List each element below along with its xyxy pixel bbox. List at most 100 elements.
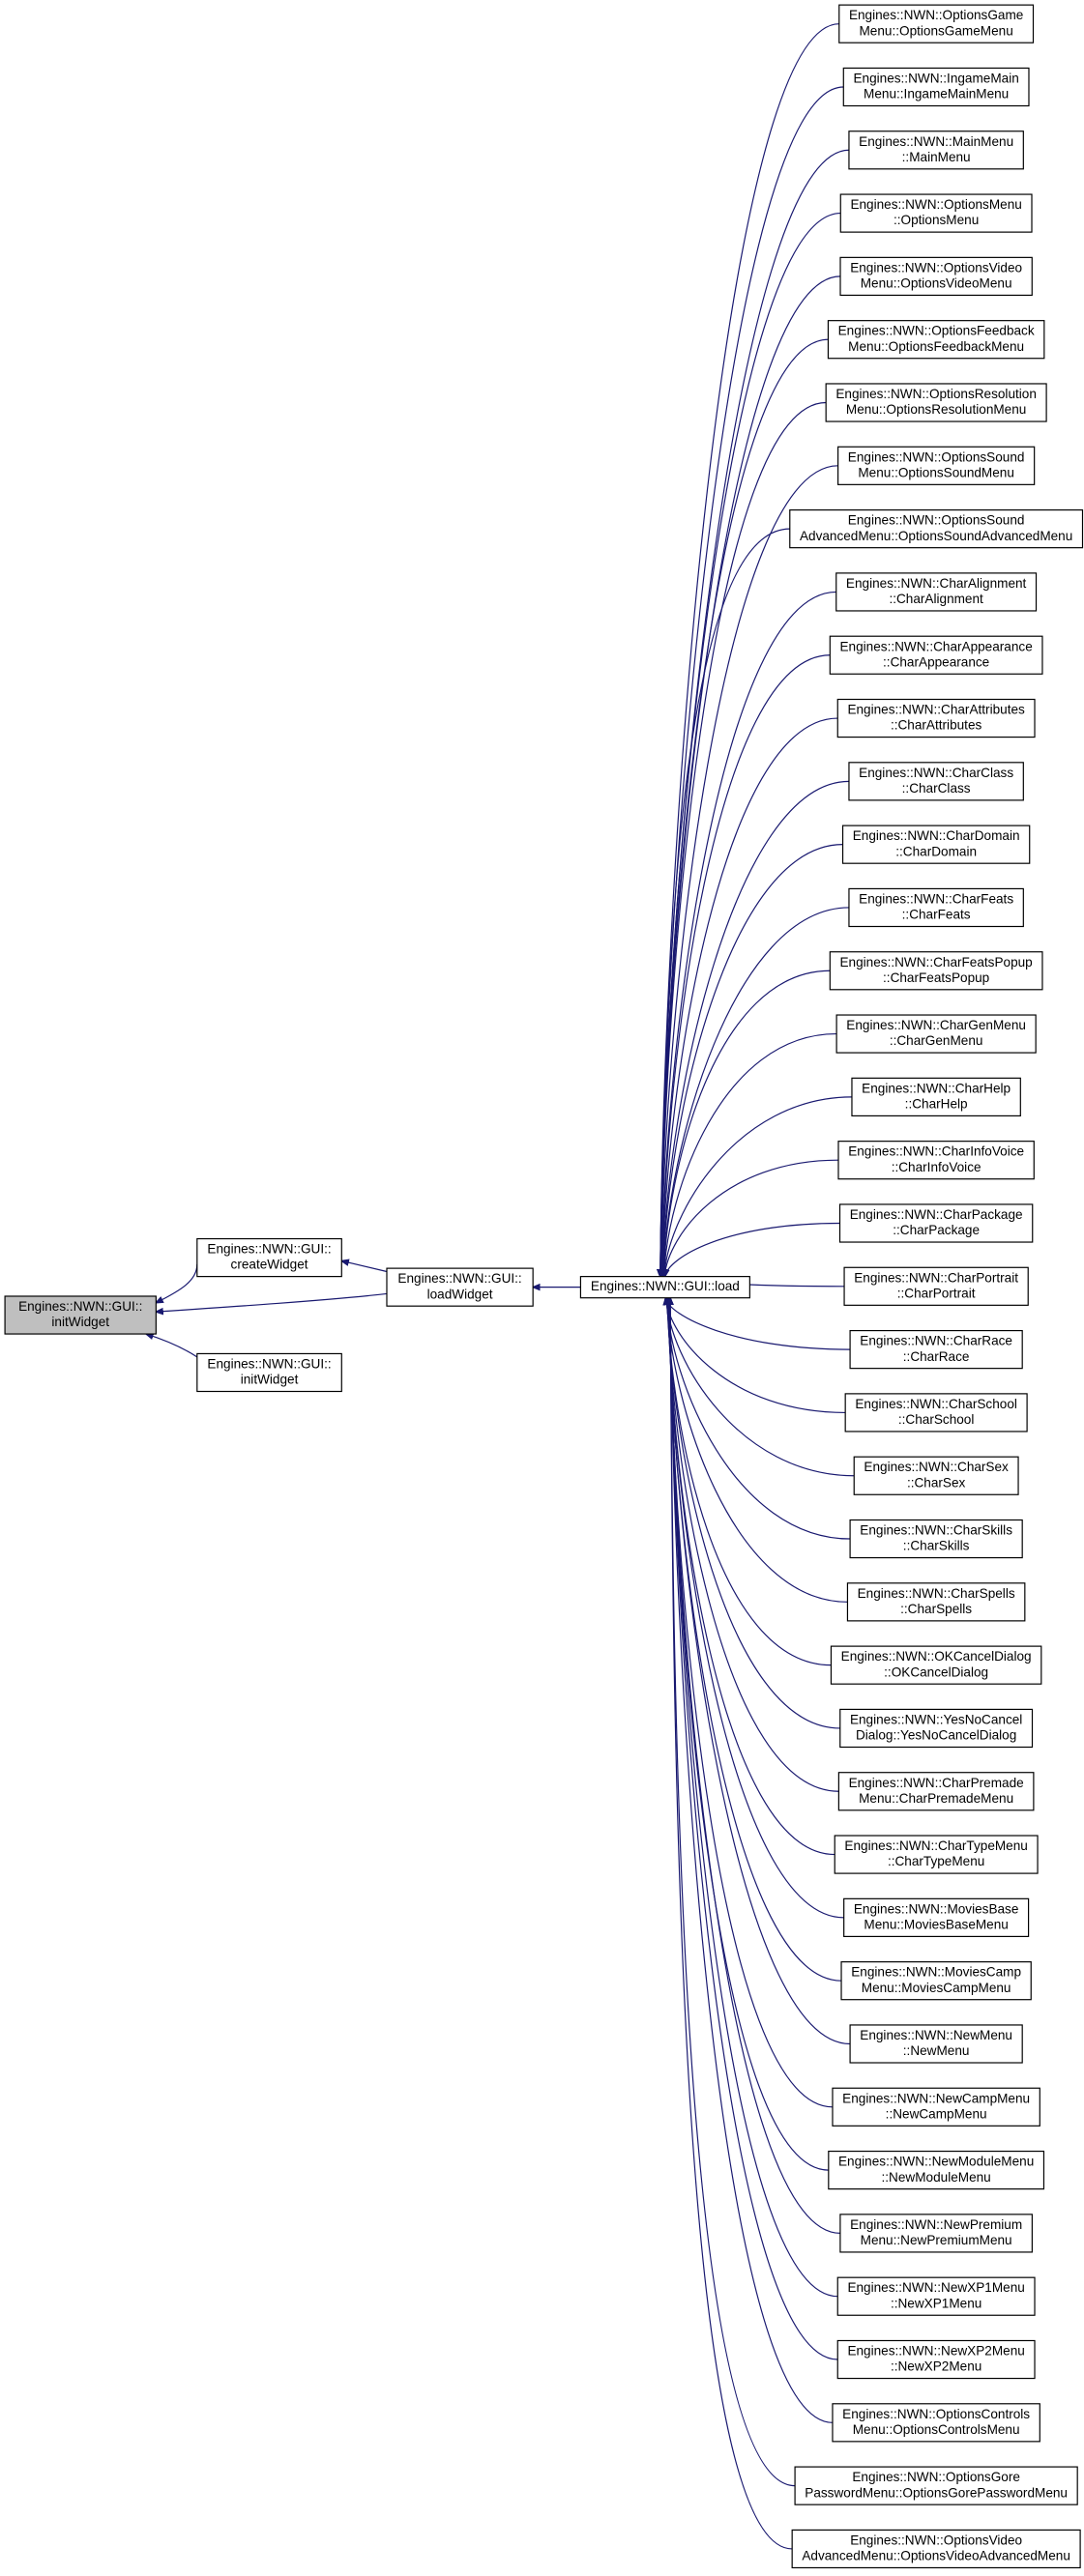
edge-arrow — [670, 1298, 833, 2423]
node-label: ::CharPackage — [893, 1223, 980, 1237]
node-label: Engines::NWN::CharFeatsPopup — [840, 955, 1033, 970]
node-box — [834, 1835, 1039, 1874]
node-box — [839, 2214, 1033, 2253]
edge-arrow — [668, 1298, 844, 1919]
nodes: Engines::NWN::GUI::initWidgetEngines::NW… — [4, 4, 1084, 2569]
node: Engines::NWN::NewPremiumMenu::NewPremium… — [839, 2214, 1033, 2253]
node-label: ::NewModuleMenu — [882, 2170, 991, 2185]
node: Engines::NWN::CharSchool::CharSchool — [844, 1393, 1028, 1433]
node-box — [791, 2529, 1081, 2569]
node-box — [853, 1456, 1019, 1495]
node-box — [196, 1352, 342, 1393]
edge-arrow — [660, 149, 849, 1276]
node-box — [846, 1582, 1026, 1622]
node: Engines::NWN::OptionsResolutionMenu::Opt… — [825, 383, 1047, 422]
node-label: ::NewXP2Menu — [891, 2359, 981, 2374]
node-label: Engines::NWN::MoviesCamp — [851, 1965, 1021, 1980]
node-label: Menu::OptionsControlsMenu — [853, 2422, 1020, 2437]
edge-arrow — [667, 1298, 839, 1792]
edge-arrow — [664, 1159, 839, 1276]
node-box — [839, 1708, 1034, 1749]
node-label: Engines::NWN::NewModuleMenu — [838, 2155, 1034, 2169]
node: Engines::NWN::NewCampMenu::NewCampMenu — [832, 2087, 1040, 2127]
node-label: Engines::NWN::CharSex — [864, 1460, 1009, 1474]
node-label: Engines::NWN::CharInfoVoice — [848, 1144, 1024, 1159]
edge-arrow — [662, 780, 849, 1276]
node-box — [849, 2024, 1023, 2064]
node-label: Engines::NWN::GUI::load — [591, 1279, 740, 1293]
node: Engines::NWN::OptionsGameMenu::OptionsGa… — [838, 4, 1035, 43]
edge-arrow — [662, 717, 838, 1277]
node-box — [829, 951, 1043, 991]
node: Engines::NWN::NewXP1Menu::NewXP1Menu — [836, 2276, 1036, 2316]
node-box — [832, 2403, 1040, 2443]
node-label: Engines::NWN::MoviesBase — [854, 1901, 1019, 1916]
node: Engines::NWN::GUI::load — [579, 1276, 750, 1299]
edge-arrow — [670, 1298, 793, 2550]
node-box — [828, 2150, 1045, 2190]
node-label: ::CharAppearance — [883, 654, 989, 669]
node-label: Menu::MoviesCampMenu — [862, 1981, 1011, 1995]
node-box — [838, 1203, 1034, 1243]
node-box — [836, 2276, 1036, 2316]
node: Engines::NWN::MoviesCampMenu::MoviesCamp… — [840, 1961, 1032, 2001]
node-label: ::OKCancelDialog — [884, 1664, 988, 1679]
edge-arrow — [156, 1263, 198, 1303]
node: Engines::NWN::MoviesBaseMenu::MoviesBase… — [843, 1897, 1030, 1937]
node-box — [841, 825, 1031, 864]
edge-arrow — [668, 1298, 842, 1982]
node: Engines::NWN::MainMenu::MainMenu — [848, 130, 1024, 170]
edge-arrow — [669, 1298, 833, 2108]
node-box — [836, 2339, 1036, 2380]
node-label: ::CharHelp — [905, 1097, 968, 1112]
node-label: Menu::OptionsVideoMenu — [861, 276, 1012, 291]
node-label: ::CharSchool — [898, 1412, 975, 1427]
node: Engines::NWN::OptionsFeedbackMenu::Optio… — [827, 320, 1045, 360]
node-label: AdvancedMenu::OptionsVideoAdvancedMenu — [802, 2549, 1070, 2563]
node-label: Menu::OptionsFeedbackMenu — [848, 339, 1024, 354]
node-label: Engines::NWN::NewXP2Menu — [847, 2344, 1024, 2359]
node-box — [844, 1393, 1028, 1433]
edge-arrow — [662, 654, 831, 1277]
edge-arrow — [663, 907, 849, 1277]
edge-arrow — [670, 1298, 796, 2487]
node-box — [849, 1519, 1023, 1559]
node-label: Engines::NWN::CharAlignment — [846, 576, 1027, 591]
node-box — [832, 2087, 1040, 2127]
node-box — [848, 887, 1024, 928]
node-label: ::CharFeats — [902, 908, 971, 922]
node-label: Menu::OptionsGameMenu — [860, 23, 1013, 38]
node: Engines::NWN::CharInfoVoice::CharInfoVoi… — [837, 1141, 1035, 1180]
node-label: Engines::NWN::GUI:: — [207, 1356, 331, 1371]
edge-arrow — [341, 1260, 388, 1273]
node-label: Engines::NWN::NewCampMenu — [842, 2091, 1030, 2105]
edge-arrow — [663, 970, 831, 1276]
node-label: Engines::NWN::CharAttributes — [847, 703, 1025, 717]
node-label: ::CharAttributes — [891, 718, 982, 733]
node-label: ::OptionsMenu — [894, 213, 979, 227]
node-label: Menu::MoviesBaseMenu — [864, 1918, 1008, 1932]
node-box — [789, 508, 1084, 549]
node: Engines::NWN::CharAttributes::CharAttrib… — [836, 698, 1036, 738]
node-label: Engines::NWN::OptionsResolution — [835, 387, 1037, 401]
node: Engines::NWN::GUI::initWidget — [4, 1295, 157, 1335]
node-label: Engines::NWN::OptionsSound — [848, 449, 1025, 464]
node-label: Engines::NWN::CharPremade — [849, 1776, 1024, 1790]
node-label: Menu::OptionsSoundMenu — [858, 465, 1014, 479]
node-label: Engines::NWN::CharFeats — [859, 891, 1013, 906]
node: Engines::NWN::OptionsControlsMenu::Optio… — [832, 2403, 1040, 2443]
edge-arrow — [661, 528, 790, 1276]
node: Engines::NWN::GUI::createWidget — [196, 1237, 342, 1278]
node: Engines::NWN::CharHelp::CharHelp — [851, 1077, 1021, 1117]
node-label: Engines::NWN::CharTypeMenu — [844, 1838, 1027, 1853]
node-box — [386, 1267, 534, 1307]
node: Engines::NWN::CharFeats::CharFeats — [848, 887, 1024, 928]
node: Engines::NWN::OptionsMenu::OptionsMenu — [839, 193, 1033, 233]
node-label: Menu::CharPremadeMenu — [859, 1791, 1013, 1806]
node-label: loadWidget — [427, 1287, 493, 1301]
node: Engines::NWN::OptionsVideoMenu::OptionsV… — [839, 256, 1033, 297]
node-label: Engines::NWN::OptionsGore — [852, 2470, 1020, 2484]
node-label: Engines::NWN::OptionsGame — [849, 8, 1023, 22]
node: Engines::NWN::CharGenMenu::CharGenMenu — [835, 1014, 1037, 1054]
